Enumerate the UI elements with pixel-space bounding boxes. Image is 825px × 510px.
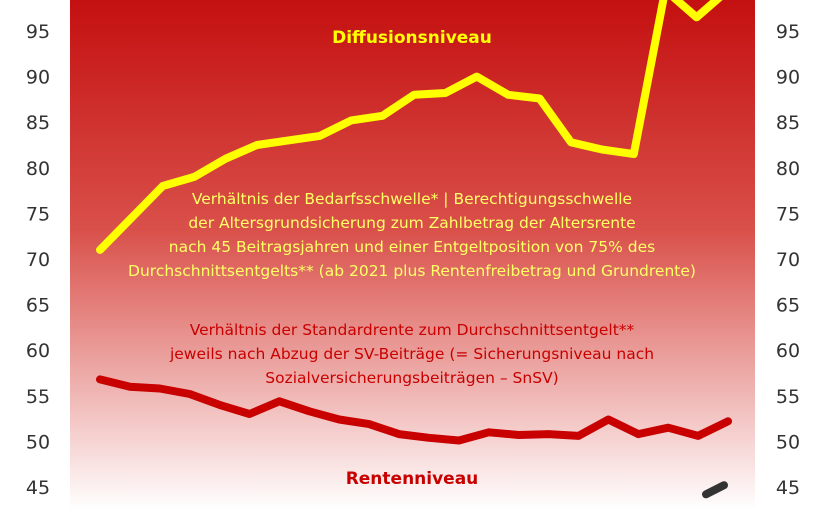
left-axis: 45 50 55 60 65 70 75 80 85 90 95 — [26, 21, 50, 499]
y-tick-left-85: 85 — [26, 112, 50, 134]
y-tick-right-65: 65 — [776, 295, 800, 317]
annotation-yellow-line-2: der Altersgrundsicherung zum Zahlbetrag … — [188, 214, 635, 232]
plot-background — [70, 0, 755, 510]
y-tick-left-55: 55 — [26, 386, 50, 408]
y-tick-right-55: 55 — [776, 386, 800, 408]
y-tick-right-90: 90 — [776, 67, 800, 89]
y-tick-left-70: 70 — [26, 249, 50, 271]
series-title-diffusionsniveau: Diffusionsniveau — [332, 28, 492, 48]
y-tick-right-95: 95 — [776, 21, 800, 43]
annotation-yellow-line-1: Verhältnis der Bedarfsschwelle* | Berech… — [192, 190, 632, 208]
series-title-rentenniveau: Rentenniveau — [346, 469, 479, 489]
series-line-rentenniveau — [96, 375, 732, 445]
annotation-red-line-3: Sozialversicherungsbeiträgen – SnSV) — [265, 369, 558, 387]
y-tick-left-75: 75 — [26, 203, 50, 225]
y-tick-right-75: 75 — [776, 203, 800, 225]
y-tick-left-80: 80 — [26, 158, 50, 180]
annotation-yellow: Verhältnis der Bedarfsschwelle* | Berech… — [128, 190, 696, 280]
y-tick-right-50: 50 — [776, 431, 800, 453]
y-tick-right-80: 80 — [776, 158, 800, 180]
y-tick-right-60: 60 — [776, 340, 800, 362]
y-tick-left-50: 50 — [26, 431, 50, 453]
annotation-yellow-line-3: nach 45 Beitragsjahren und einer Entgelt… — [169, 238, 655, 256]
y-tick-left-95: 95 — [26, 21, 50, 43]
y-tick-left-45: 45 — [26, 477, 50, 499]
annotation-yellow-line-4: Durchschnittsentgelts** (ab 2021 plus Re… — [128, 262, 696, 280]
series-line-partial-dark — [702, 481, 728, 499]
annotation-red-line-1: Verhältnis der Standardrente zum Durchsc… — [190, 321, 635, 339]
series-layer — [96, 0, 732, 499]
y-tick-right-85: 85 — [776, 112, 800, 134]
right-axis: 45 50 55 60 65 70 75 80 85 90 95 — [776, 21, 800, 499]
y-tick-right-45: 45 — [776, 477, 800, 499]
annotation-red-line-2: jeweils nach Abzug der SV-Beiträge (= Si… — [169, 345, 654, 363]
y-tick-left-60: 60 — [26, 340, 50, 362]
y-tick-right-70: 70 — [776, 249, 800, 271]
annotation-red: Verhältnis der Standardrente zum Durchsc… — [169, 321, 654, 387]
y-tick-left-65: 65 — [26, 295, 50, 317]
series-line-diffusionsniveau — [96, 0, 723, 254]
y-tick-left-90: 90 — [26, 67, 50, 89]
